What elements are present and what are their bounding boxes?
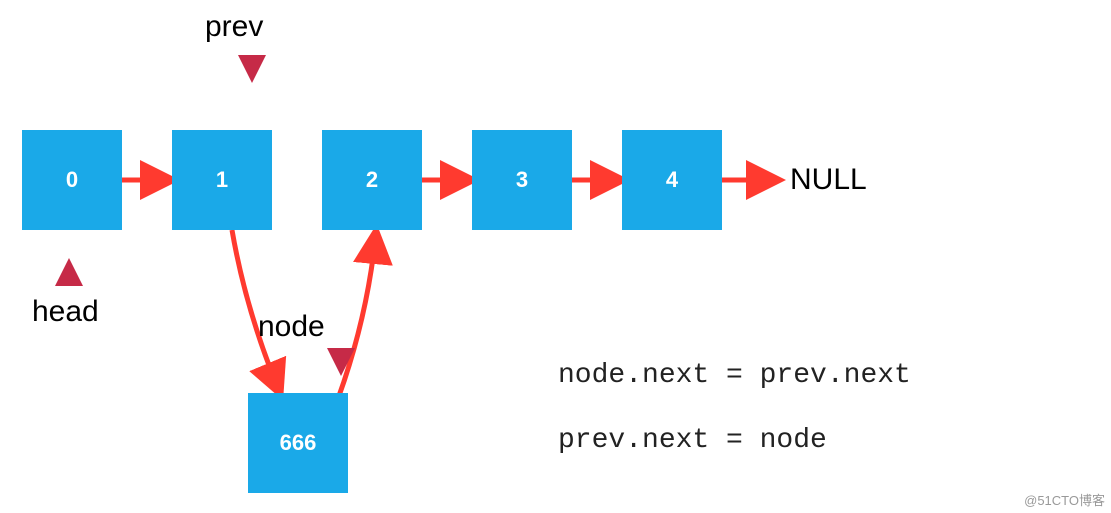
node-value: 2 [366,167,378,193]
null-label: NULL [790,163,867,197]
list-node-4: 4 [622,130,722,230]
list-node-666: 666 [248,393,348,493]
node-value: 3 [516,167,528,193]
arrow-layer [0,0,1111,513]
watermark: @51CTO博客 [1024,490,1105,509]
node-value: 4 [666,167,678,193]
prev-label: prev [205,10,263,44]
list-node-2: 2 [322,130,422,230]
list-node-0: 0 [22,130,122,230]
head-marker-icon [55,258,83,286]
node-value: 0 [66,167,78,193]
node-marker-icon [327,348,355,376]
node-value: 1 [216,167,228,193]
head-label: head [32,295,99,329]
code-line-2: prev.next = node [558,425,827,456]
list-node-3: 3 [472,130,572,230]
node-label: node [258,310,325,344]
list-node-1: 1 [172,130,272,230]
code-line-1: node.next = prev.next [558,360,911,391]
node-value: 666 [280,430,317,456]
prev-marker-icon [238,55,266,83]
